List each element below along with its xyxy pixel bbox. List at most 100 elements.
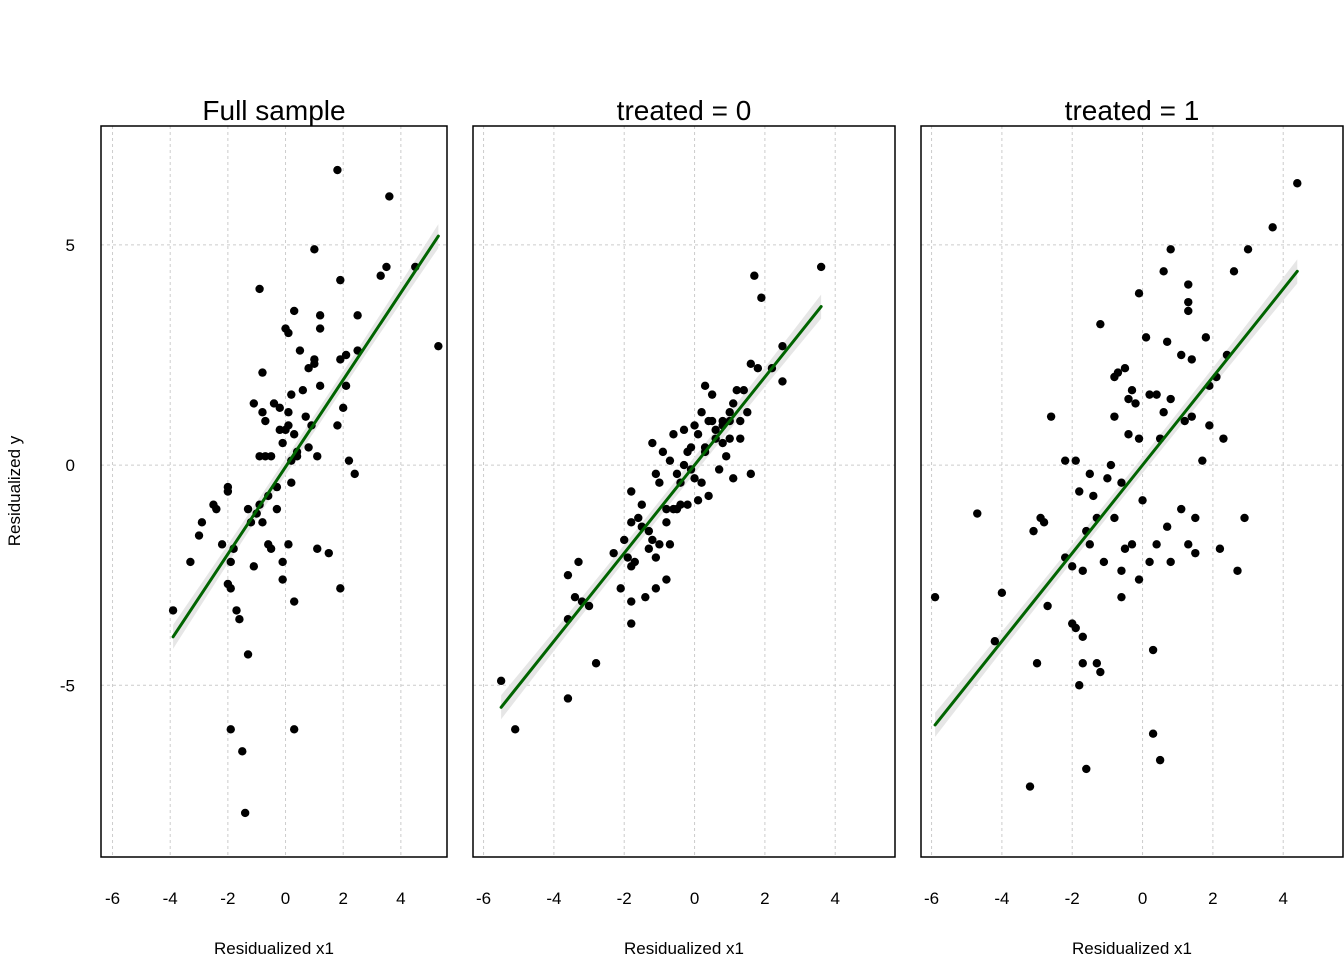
data-point (778, 341, 787, 351)
data-point (168, 606, 178, 615)
data-point (637, 500, 646, 509)
data-point (1138, 496, 1147, 505)
data-point (570, 592, 580, 602)
data-point (238, 747, 247, 756)
data-point (714, 465, 724, 474)
data-point (1215, 544, 1225, 553)
data-point (1219, 434, 1228, 443)
data-point (1229, 267, 1239, 276)
data-point (739, 386, 748, 395)
data-point (707, 390, 717, 399)
data-point (704, 491, 713, 501)
data-point (676, 500, 685, 509)
data-point (284, 540, 293, 549)
x-tick-label: -4 (163, 889, 178, 908)
data-point (616, 584, 625, 593)
data-point (648, 438, 657, 448)
data-point (591, 659, 601, 668)
data-point (287, 478, 296, 487)
panel-frame (100, 125, 448, 858)
data-point (736, 434, 745, 443)
data-point (278, 557, 287, 567)
fit-line (171, 234, 440, 639)
data-point (1184, 280, 1193, 289)
data-point (757, 293, 766, 302)
data-point (1145, 557, 1154, 567)
x-axis-label: Residualized x1 (624, 939, 744, 958)
data-point (511, 725, 520, 734)
data-point (226, 557, 235, 567)
data-point (1078, 659, 1087, 668)
data-point (725, 434, 734, 443)
data-point (289, 306, 299, 316)
data-point (1205, 421, 1214, 430)
data-point (672, 469, 682, 479)
x-tick-label: -2 (1065, 889, 1080, 908)
data-point (990, 637, 1000, 646)
data-point (261, 452, 270, 461)
data-point (1110, 513, 1119, 523)
data-point (1025, 782, 1035, 791)
data-point (1162, 522, 1172, 531)
data-point (243, 650, 253, 659)
data-point (315, 381, 325, 391)
data-point (584, 601, 594, 611)
data-point (1113, 368, 1123, 377)
data-point (1075, 681, 1084, 690)
data-point (746, 359, 756, 368)
data-point (298, 386, 308, 395)
data-point (289, 597, 299, 606)
x-tick-label: 0 (281, 889, 290, 908)
data-point (1089, 491, 1098, 501)
panel-2: treated = 0 -6 -4 -2 0 2 4 Residualized x1 (472, 95, 896, 958)
panel-title: Full sample (202, 95, 345, 126)
data-point (275, 403, 284, 413)
data-point (746, 469, 756, 479)
data-point (662, 575, 671, 584)
data-point (563, 570, 573, 580)
data-point (275, 425, 284, 435)
data-point (1127, 386, 1137, 395)
x-tick-label: 2 (1208, 889, 1217, 908)
data-point (197, 518, 207, 527)
fit-line (499, 305, 823, 709)
data-point (272, 504, 282, 514)
data-point (1117, 592, 1126, 602)
data-point (258, 518, 267, 527)
x-tick-label: -4 (994, 889, 1009, 908)
data-point (1166, 245, 1175, 254)
x-tick-label: 2 (338, 889, 347, 908)
panel-title: treated = 1 (1065, 95, 1200, 126)
data-point (634, 513, 643, 523)
x-tick-label: -4 (546, 889, 561, 908)
x-tick-label: -6 (105, 889, 120, 908)
data-point (644, 544, 654, 553)
data-point (1043, 601, 1052, 611)
data-point (655, 540, 664, 549)
data-point (697, 478, 706, 487)
panel-frame (920, 125, 1344, 858)
y-tick-label: 0 (66, 456, 75, 475)
data-point (304, 443, 313, 452)
data-point (574, 557, 583, 567)
data-point (243, 504, 253, 514)
data-point (693, 430, 703, 439)
data-point (249, 562, 259, 571)
data-point (627, 619, 636, 628)
data-point (627, 597, 636, 606)
panel-3: treated = 1 -6 -4 -2 0 2 4 Residualized x1 (920, 95, 1344, 958)
data-point (258, 408, 267, 417)
data-point (434, 341, 443, 351)
data-point (662, 518, 671, 527)
data-point (315, 324, 325, 333)
data-point (1117, 478, 1126, 487)
data-point (1134, 289, 1144, 298)
data-point (1071, 623, 1080, 633)
x-tick-label: 0 (690, 889, 699, 908)
x-tick-label: 2 (760, 889, 769, 908)
data-point (336, 584, 345, 593)
data-point (310, 245, 319, 254)
data-point (930, 592, 940, 602)
data-point (1177, 350, 1186, 360)
